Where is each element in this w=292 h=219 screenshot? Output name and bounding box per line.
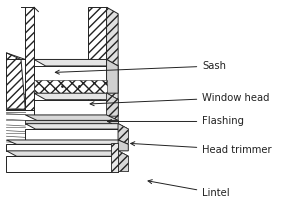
Polygon shape <box>25 115 118 120</box>
Polygon shape <box>25 129 118 143</box>
Polygon shape <box>6 53 25 110</box>
Polygon shape <box>34 80 107 93</box>
Polygon shape <box>34 59 118 66</box>
Polygon shape <box>118 151 128 171</box>
Polygon shape <box>118 140 128 151</box>
Polygon shape <box>107 59 118 93</box>
Polygon shape <box>107 7 118 128</box>
Text: Lintel: Lintel <box>148 180 230 198</box>
Polygon shape <box>118 124 128 143</box>
Polygon shape <box>25 120 118 124</box>
Polygon shape <box>6 144 118 151</box>
Text: Head trimmer: Head trimmer <box>131 142 272 155</box>
Polygon shape <box>34 100 107 116</box>
Polygon shape <box>111 143 118 171</box>
Polygon shape <box>107 93 118 116</box>
Polygon shape <box>6 140 128 144</box>
Polygon shape <box>25 124 128 129</box>
Polygon shape <box>88 7 107 128</box>
Polygon shape <box>25 7 34 110</box>
Polygon shape <box>6 156 118 171</box>
Polygon shape <box>34 93 118 100</box>
Text: Flashing: Flashing <box>107 117 244 126</box>
Text: Sash: Sash <box>55 61 226 74</box>
Polygon shape <box>34 66 107 93</box>
Polygon shape <box>6 151 128 156</box>
Polygon shape <box>107 93 118 116</box>
Polygon shape <box>118 151 128 171</box>
Text: Window head: Window head <box>90 93 270 106</box>
Polygon shape <box>118 124 128 143</box>
